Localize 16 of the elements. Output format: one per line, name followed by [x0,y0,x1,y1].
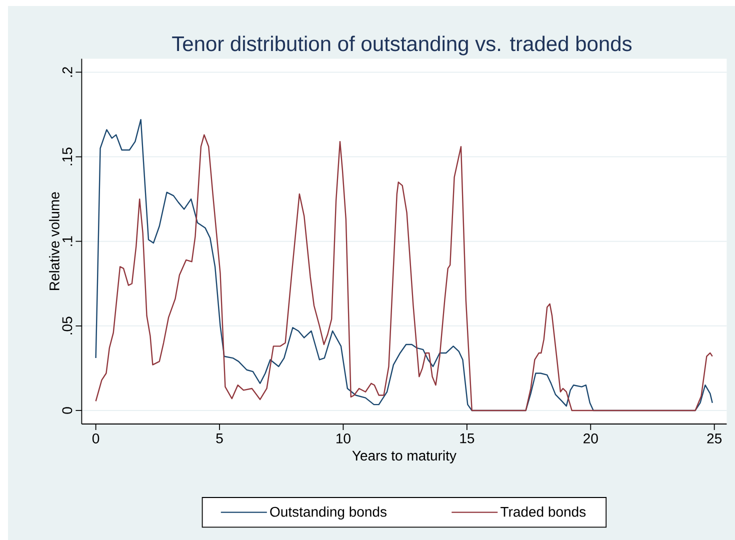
y-tick-label: .05 [62,316,72,334]
x-tick-label: 15 [460,434,474,444]
y-tick-label: 0 [62,407,72,414]
x-tick-label: 10 [336,434,350,444]
y-tick-label: .1 [62,236,72,246]
y-tick-label: .15 [62,148,72,166]
legend-label: Outstanding bonds [270,506,386,520]
x-tick-label: 20 [584,434,598,444]
y-axis-title: Relative volume [49,192,60,290]
x-axis-title: Years to maturity [352,450,456,464]
x-tick-label: 0 [92,434,100,444]
chart-title: Tenor distribution of outstanding vs. traded bonds [172,36,632,56]
legend-label: Traded bonds [500,506,586,517]
y-tick-label: .2 [62,67,72,77]
x-tick-label: 5 [216,434,223,444]
x-tick-label: 25 [707,434,722,444]
